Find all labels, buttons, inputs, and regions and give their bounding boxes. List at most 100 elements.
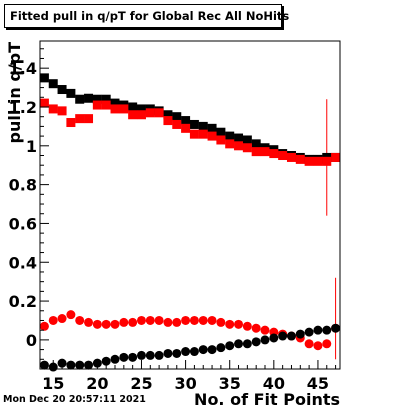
point-s3-20 — [216, 343, 226, 353]
x-tick-label-15: 15 — [42, 374, 64, 393]
plot-frame — [39, 40, 341, 370]
point-s1-2 — [57, 106, 67, 116]
point-s2-9 — [119, 317, 129, 327]
point-s3-2 — [57, 358, 67, 368]
point-s3-14 — [163, 348, 173, 358]
point-s1-23 — [242, 143, 252, 153]
point-s2-12 — [145, 315, 155, 325]
point-s2-23 — [242, 321, 252, 331]
point-s3-19 — [207, 345, 217, 355]
point-s1-8 — [110, 104, 120, 114]
point-s0-22 — [234, 133, 244, 143]
point-s1-6 — [92, 100, 102, 110]
point-s3-11 — [136, 350, 146, 360]
point-s0-16 — [181, 116, 191, 126]
point-s1-10 — [128, 110, 138, 120]
y-tick-label-6: 1.2 — [9, 98, 37, 117]
point-s2-10 — [128, 317, 138, 327]
point-s3-29 — [295, 329, 305, 339]
point-s2-20 — [216, 317, 226, 327]
point-s1-12 — [145, 108, 155, 118]
y-tick-label-5: 1 — [26, 137, 37, 156]
point-s0-24 — [251, 139, 261, 149]
point-s3-22 — [234, 339, 244, 349]
x-tick-label-25: 25 — [130, 374, 152, 393]
point-s1-26 — [269, 149, 279, 159]
point-s3-18 — [198, 345, 208, 355]
x-tick-label-35: 35 — [219, 374, 241, 393]
point-s1-9 — [119, 104, 129, 114]
point-s3-33 — [331, 323, 341, 333]
point-s2-24 — [251, 323, 261, 333]
point-s3-30 — [304, 327, 314, 337]
y-tick-label-1: 0.2 — [9, 292, 37, 311]
point-s1-3 — [66, 118, 76, 128]
point-s3-26 — [269, 333, 279, 343]
point-s0-20 — [216, 127, 226, 137]
point-s3-28 — [286, 331, 296, 341]
point-s2-7 — [101, 319, 111, 329]
point-s1-21 — [225, 139, 235, 149]
point-s2-30 — [304, 339, 314, 349]
point-s1-22 — [234, 141, 244, 151]
point-s3-21 — [225, 341, 235, 351]
point-s1-4 — [75, 114, 85, 124]
point-s1-5 — [84, 114, 94, 124]
point-s0-17 — [189, 119, 199, 129]
point-s0-15 — [172, 112, 182, 122]
point-s1-25 — [260, 147, 270, 157]
point-s1-24 — [251, 147, 261, 157]
y-tick-label-7: 1.4 — [9, 59, 37, 78]
point-s0-14 — [163, 110, 173, 120]
point-s0-6 — [92, 94, 102, 104]
point-s2-31 — [313, 341, 323, 351]
point-s1-30 — [304, 156, 314, 166]
point-s2-18 — [198, 315, 208, 325]
y-tick-label-0: 0 — [26, 331, 37, 350]
point-s3-17 — [189, 347, 199, 357]
y-tick-label-2: 0.4 — [9, 253, 37, 272]
point-s1-29 — [295, 154, 305, 164]
point-s3-16 — [181, 347, 191, 357]
point-s2-11 — [136, 315, 146, 325]
point-s3-13 — [154, 350, 164, 360]
point-s2-3 — [66, 310, 76, 320]
point-s3-23 — [242, 339, 252, 349]
data-marks — [39, 73, 341, 372]
x-tick-label-40: 40 — [263, 374, 285, 393]
point-s1-14 — [163, 116, 173, 126]
point-s3-12 — [145, 350, 155, 360]
point-s1-1 — [48, 104, 58, 114]
point-s2-14 — [163, 317, 173, 327]
point-s1-0 — [39, 98, 49, 108]
point-s1-20 — [216, 135, 226, 145]
point-s3-24 — [251, 337, 261, 347]
point-s1-27 — [278, 151, 288, 161]
point-s1-31 — [313, 156, 323, 166]
point-s3-31 — [313, 325, 323, 335]
point-s1-17 — [189, 129, 199, 139]
y-tick-label-3: 0.6 — [9, 214, 37, 233]
point-s2-8 — [110, 319, 120, 329]
y-axis-title: pull in q/pT — [5, 42, 24, 144]
point-s1-32 — [322, 156, 332, 166]
point-s2-2 — [57, 314, 67, 324]
point-s3-9 — [119, 352, 129, 362]
point-s1-7 — [101, 100, 111, 110]
point-s0-11 — [136, 104, 146, 114]
point-s3-25 — [260, 335, 270, 345]
point-s2-22 — [234, 319, 244, 329]
point-s2-16 — [181, 315, 191, 325]
point-s3-8 — [110, 354, 120, 364]
point-s2-0 — [39, 321, 49, 331]
point-s0-1 — [48, 79, 58, 89]
point-s3-15 — [172, 348, 182, 358]
point-s1-11 — [136, 110, 146, 120]
point-s2-4 — [75, 315, 85, 325]
point-s3-7 — [101, 356, 111, 366]
point-s0-10 — [128, 102, 138, 112]
point-s2-5 — [84, 317, 94, 327]
point-s3-27 — [278, 331, 288, 341]
point-s2-13 — [154, 315, 164, 325]
